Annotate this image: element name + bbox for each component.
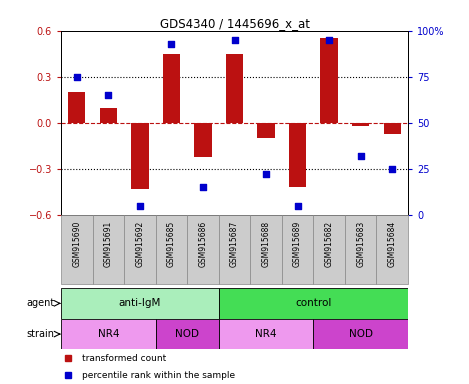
- Bar: [384, 123, 401, 134]
- FancyBboxPatch shape: [313, 215, 345, 284]
- Text: NR4: NR4: [255, 329, 277, 339]
- Point: [357, 153, 364, 159]
- FancyBboxPatch shape: [156, 319, 219, 349]
- Title: GDS4340 / 1445696_x_at: GDS4340 / 1445696_x_at: [159, 17, 310, 30]
- Bar: [131, 123, 149, 189]
- FancyBboxPatch shape: [345, 215, 377, 284]
- FancyBboxPatch shape: [377, 215, 408, 284]
- FancyBboxPatch shape: [282, 215, 313, 284]
- FancyBboxPatch shape: [219, 215, 250, 284]
- Text: GSM915689: GSM915689: [293, 220, 302, 267]
- Point: [136, 203, 144, 209]
- Text: agent: agent: [26, 298, 55, 308]
- Text: GSM915692: GSM915692: [136, 220, 144, 267]
- Bar: [194, 123, 212, 157]
- Point: [262, 171, 270, 177]
- Point: [199, 184, 207, 190]
- Text: percentile rank within the sample: percentile rank within the sample: [82, 371, 235, 380]
- Point: [294, 203, 302, 209]
- Bar: [68, 92, 85, 123]
- Text: NOD: NOD: [349, 329, 373, 339]
- Text: GSM915687: GSM915687: [230, 220, 239, 267]
- FancyBboxPatch shape: [124, 215, 156, 284]
- Text: GSM915685: GSM915685: [167, 220, 176, 267]
- FancyBboxPatch shape: [92, 215, 124, 284]
- Text: GSM915683: GSM915683: [356, 220, 365, 267]
- FancyBboxPatch shape: [250, 215, 282, 284]
- FancyBboxPatch shape: [313, 319, 408, 349]
- FancyBboxPatch shape: [219, 319, 313, 349]
- Text: NR4: NR4: [98, 329, 119, 339]
- Text: anti-IgM: anti-IgM: [119, 298, 161, 308]
- Text: GSM915688: GSM915688: [262, 220, 271, 267]
- Text: transformed count: transformed count: [82, 354, 166, 362]
- FancyBboxPatch shape: [219, 288, 408, 319]
- Text: strain: strain: [27, 329, 55, 339]
- Bar: [257, 123, 275, 138]
- Bar: [289, 123, 306, 187]
- Text: GSM915682: GSM915682: [325, 220, 333, 267]
- Text: GSM915691: GSM915691: [104, 220, 113, 267]
- Text: GSM915684: GSM915684: [388, 220, 397, 267]
- Point: [73, 74, 81, 80]
- Bar: [163, 54, 180, 123]
- Point: [231, 37, 238, 43]
- Point: [105, 92, 112, 98]
- Text: NOD: NOD: [175, 329, 199, 339]
- Text: GSM915686: GSM915686: [198, 220, 207, 267]
- Bar: [320, 38, 338, 123]
- FancyBboxPatch shape: [156, 215, 187, 284]
- Bar: [352, 123, 370, 126]
- Point: [325, 37, 333, 43]
- Bar: [226, 54, 243, 123]
- Point: [167, 41, 175, 47]
- FancyBboxPatch shape: [61, 319, 156, 349]
- FancyBboxPatch shape: [61, 215, 92, 284]
- Text: control: control: [295, 298, 332, 308]
- FancyBboxPatch shape: [187, 215, 219, 284]
- Bar: [99, 108, 117, 123]
- Point: [388, 166, 396, 172]
- FancyBboxPatch shape: [61, 288, 219, 319]
- Text: GSM915690: GSM915690: [72, 220, 81, 267]
